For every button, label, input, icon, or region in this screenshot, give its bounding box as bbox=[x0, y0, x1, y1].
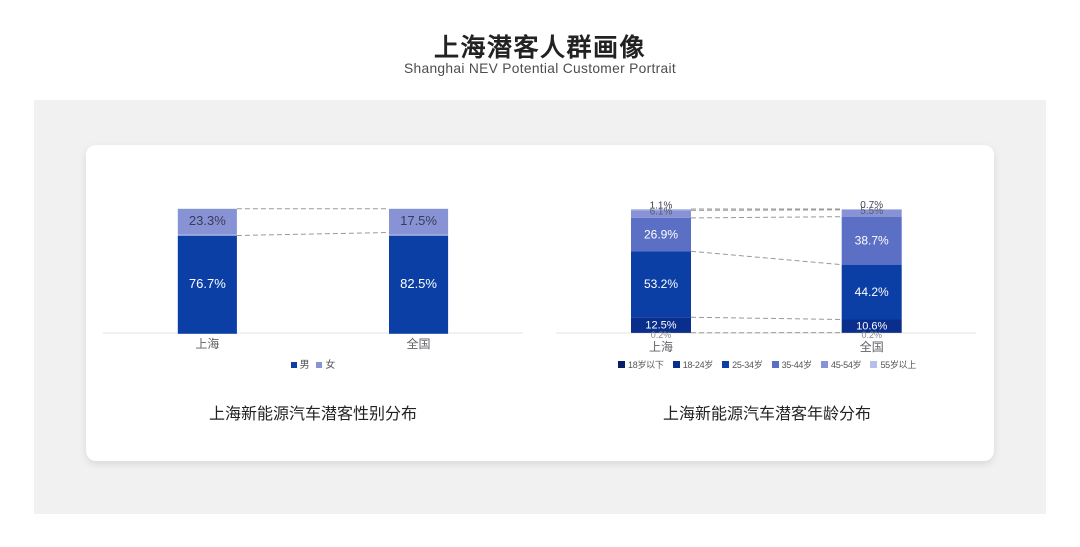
svg-text:0.2%: 0.2% bbox=[651, 330, 672, 340]
svg-text:53.2%: 53.2% bbox=[644, 277, 678, 291]
svg-text:38.7%: 38.7% bbox=[855, 234, 889, 248]
svg-text:上海: 上海 bbox=[195, 336, 219, 351]
svg-text:0.2%: 0.2% bbox=[861, 330, 882, 340]
svg-text:6.1%: 6.1% bbox=[650, 207, 673, 218]
svg-text:76.7%: 76.7% bbox=[189, 276, 226, 291]
svg-text:26.9%: 26.9% bbox=[644, 228, 678, 242]
svg-text:上海: 上海 bbox=[649, 339, 673, 354]
svg-text:44.2%: 44.2% bbox=[855, 285, 889, 299]
svg-text:全国: 全国 bbox=[407, 336, 431, 351]
svg-text:全国: 全国 bbox=[860, 339, 884, 354]
svg-text:5.5%: 5.5% bbox=[860, 206, 883, 217]
svg-text:82.5%: 82.5% bbox=[400, 276, 437, 291]
svg-text:23.3%: 23.3% bbox=[189, 213, 226, 228]
svg-text:17.5%: 17.5% bbox=[400, 213, 437, 228]
